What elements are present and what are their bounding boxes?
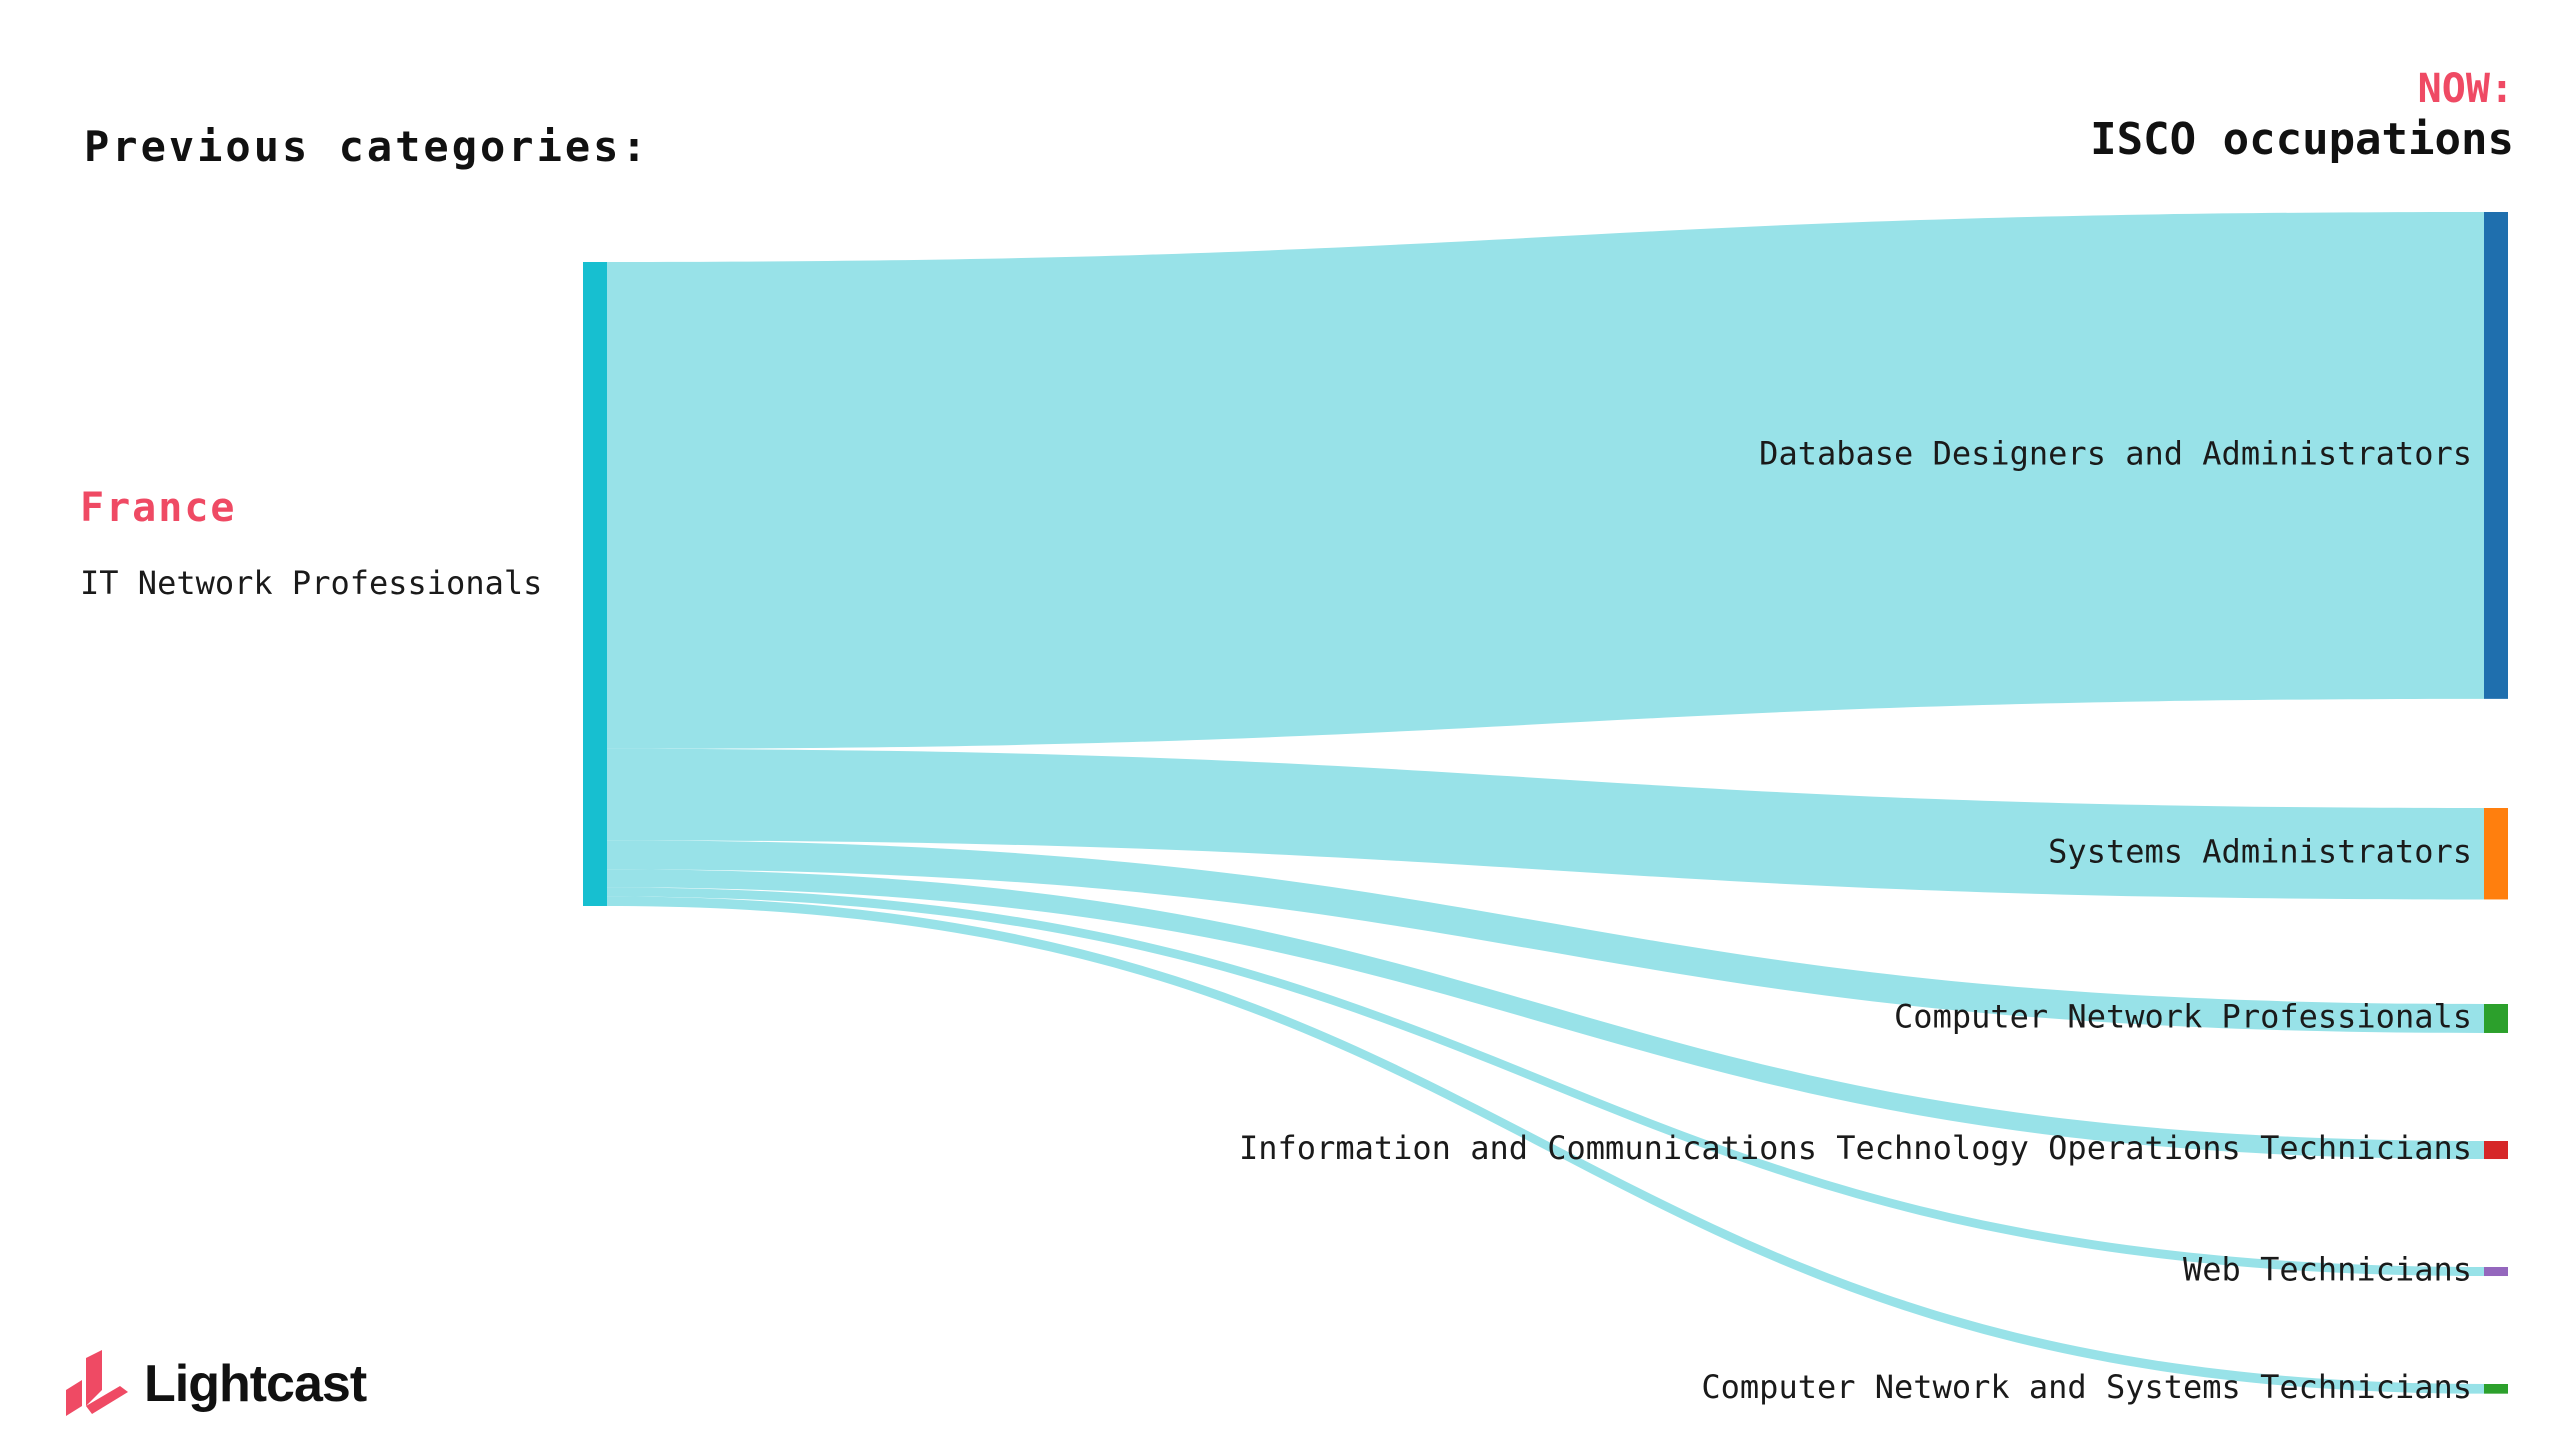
target-node[interactable] (2484, 1384, 2508, 1394)
target-label: Computer Network Professionals (1894, 997, 2472, 1035)
target-label: Computer Network and Systems Technicians (1701, 1368, 2472, 1406)
target-label: Information and Communications Technolog… (1239, 1129, 2472, 1167)
target-node[interactable] (2484, 1004, 2508, 1033)
sankey-link[interactable] (607, 887, 2484, 1277)
isco-occupations-title: ISCO occupations (2090, 114, 2514, 165)
target-label: Database Designers and Administrators (1759, 434, 2472, 472)
sankey-link[interactable] (607, 840, 2484, 1033)
target-nodes: Database Designers and Administrators Sys… (1239, 212, 2508, 1406)
lightcast-logo: Lightcast (62, 1350, 367, 1418)
source-category-label: IT Network Professionals (80, 564, 543, 602)
lightcast-wordmark: Lightcast (144, 1355, 367, 1413)
sankey-links (607, 212, 2484, 1394)
sankey-link[interactable] (607, 212, 2484, 749)
source-country-label: France (80, 485, 237, 531)
sankey-link[interactable] (607, 896, 2484, 1394)
sankey-link[interactable] (607, 748, 2484, 900)
sankey-link[interactable] (607, 869, 2484, 1160)
target-node[interactable] (2484, 808, 2508, 900)
target-label: Web Technicians (2183, 1251, 2472, 1289)
source-node[interactable] (583, 262, 607, 906)
now-kicker: NOW: (2417, 66, 2514, 112)
target-node[interactable] (2484, 1267, 2508, 1277)
target-node[interactable] (2484, 1141, 2508, 1160)
target-label: Systems Administrators (2048, 833, 2472, 871)
target-node[interactable] (2484, 212, 2508, 699)
lightcast-logo-icon (66, 1350, 128, 1416)
previous-categories-title: Previous categories: (84, 122, 650, 171)
